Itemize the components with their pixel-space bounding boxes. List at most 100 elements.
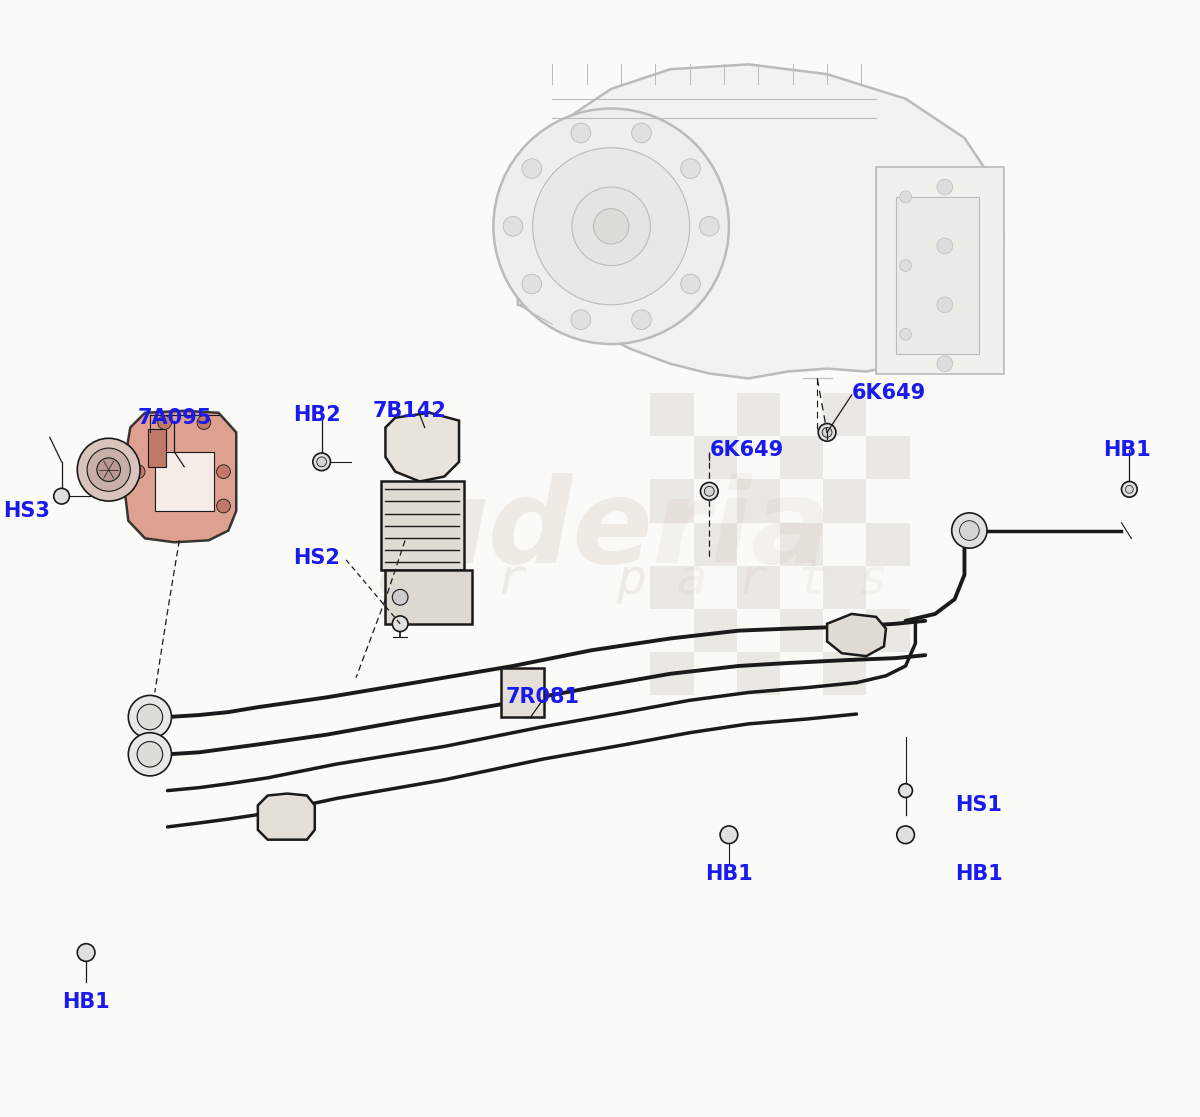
Circle shape: [952, 513, 988, 548]
Circle shape: [54, 488, 70, 504]
Polygon shape: [258, 793, 314, 840]
Bar: [866, 652, 910, 696]
Circle shape: [392, 590, 408, 605]
Text: HB1: HB1: [955, 865, 1002, 884]
Circle shape: [137, 704, 163, 729]
Circle shape: [1122, 481, 1138, 497]
Text: HB1: HB1: [62, 992, 110, 1012]
Bar: [823, 609, 866, 652]
Circle shape: [572, 187, 650, 266]
Circle shape: [937, 356, 953, 372]
Bar: [694, 479, 737, 523]
Polygon shape: [827, 614, 886, 656]
Circle shape: [937, 238, 953, 254]
Bar: [737, 437, 780, 479]
Text: HS1: HS1: [955, 795, 1002, 815]
Circle shape: [392, 615, 408, 631]
Bar: [823, 393, 866, 437]
Bar: [823, 652, 866, 696]
Circle shape: [701, 483, 718, 500]
Circle shape: [77, 438, 140, 502]
Bar: [650, 652, 694, 696]
Text: 7A095: 7A095: [137, 408, 211, 428]
Bar: [737, 523, 780, 566]
Bar: [650, 609, 694, 652]
Text: 6K649: 6K649: [852, 383, 926, 403]
Circle shape: [700, 217, 719, 236]
Bar: [385, 570, 472, 623]
Text: HB1: HB1: [706, 865, 752, 884]
Bar: [650, 437, 694, 479]
Bar: [866, 609, 910, 652]
Circle shape: [522, 159, 541, 179]
Bar: [823, 479, 866, 523]
Circle shape: [818, 423, 836, 441]
Text: 7B142: 7B142: [373, 401, 446, 421]
Bar: [694, 609, 737, 652]
Circle shape: [960, 521, 979, 541]
Text: HB2: HB2: [293, 404, 341, 424]
Circle shape: [217, 499, 230, 513]
Circle shape: [131, 465, 145, 478]
Circle shape: [503, 217, 523, 236]
Bar: [650, 523, 694, 566]
Circle shape: [197, 416, 211, 429]
Circle shape: [900, 259, 912, 271]
Bar: [866, 437, 910, 479]
Circle shape: [128, 696, 172, 738]
Circle shape: [899, 784, 912, 798]
Bar: [650, 479, 694, 523]
Bar: [780, 652, 823, 696]
Circle shape: [137, 742, 163, 767]
Text: HS2: HS2: [293, 548, 340, 569]
Bar: [780, 437, 823, 479]
Bar: [895, 197, 979, 354]
Circle shape: [720, 825, 738, 843]
Circle shape: [88, 448, 131, 491]
Polygon shape: [518, 65, 1003, 379]
Circle shape: [900, 328, 912, 341]
Bar: [148, 429, 166, 467]
Circle shape: [77, 944, 95, 962]
Bar: [737, 393, 780, 437]
Circle shape: [317, 457, 326, 467]
Bar: [780, 566, 823, 609]
Circle shape: [128, 733, 172, 776]
Circle shape: [1126, 486, 1133, 494]
Bar: [694, 523, 737, 566]
Bar: [866, 523, 910, 566]
Text: 7R081: 7R081: [505, 687, 580, 707]
Bar: [380, 481, 464, 570]
Circle shape: [896, 825, 914, 843]
Polygon shape: [385, 413, 460, 481]
Bar: [694, 393, 737, 437]
Bar: [866, 479, 910, 523]
Bar: [780, 523, 823, 566]
Circle shape: [937, 179, 953, 194]
Circle shape: [680, 159, 701, 179]
Circle shape: [900, 191, 912, 203]
Circle shape: [631, 123, 652, 143]
Circle shape: [533, 147, 690, 305]
Text: c a r   p a r t s: c a r p a r t s: [376, 555, 888, 603]
Bar: [694, 437, 737, 479]
Bar: [737, 566, 780, 609]
Circle shape: [937, 297, 953, 313]
Text: uderia: uderia: [406, 472, 832, 588]
Text: HS3: HS3: [2, 500, 49, 521]
Circle shape: [522, 274, 541, 294]
Circle shape: [680, 274, 701, 294]
Text: HB1: HB1: [1103, 440, 1151, 460]
Bar: [780, 393, 823, 437]
Circle shape: [631, 309, 652, 330]
Bar: [737, 652, 780, 696]
Bar: [866, 566, 910, 609]
Circle shape: [493, 108, 728, 344]
Bar: [780, 609, 823, 652]
Bar: [502, 668, 545, 717]
Circle shape: [217, 465, 230, 478]
Bar: [866, 393, 910, 437]
Bar: [780, 479, 823, 523]
Bar: [823, 566, 866, 609]
Circle shape: [157, 416, 172, 429]
